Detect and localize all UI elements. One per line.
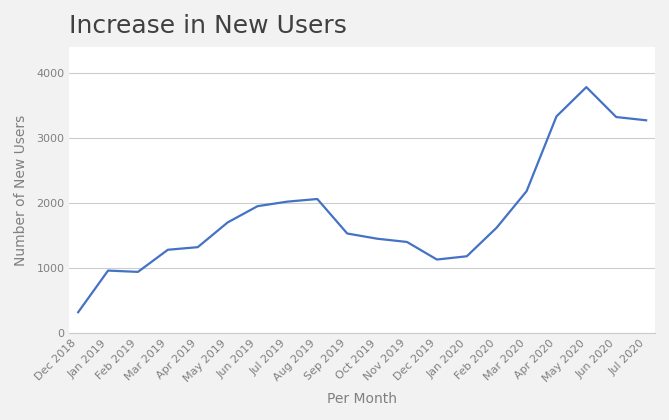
X-axis label: Per Month: Per Month bbox=[327, 392, 397, 406]
Y-axis label: Number of New Users: Number of New Users bbox=[14, 114, 28, 265]
Text: Increase in New Users: Increase in New Users bbox=[69, 14, 347, 38]
